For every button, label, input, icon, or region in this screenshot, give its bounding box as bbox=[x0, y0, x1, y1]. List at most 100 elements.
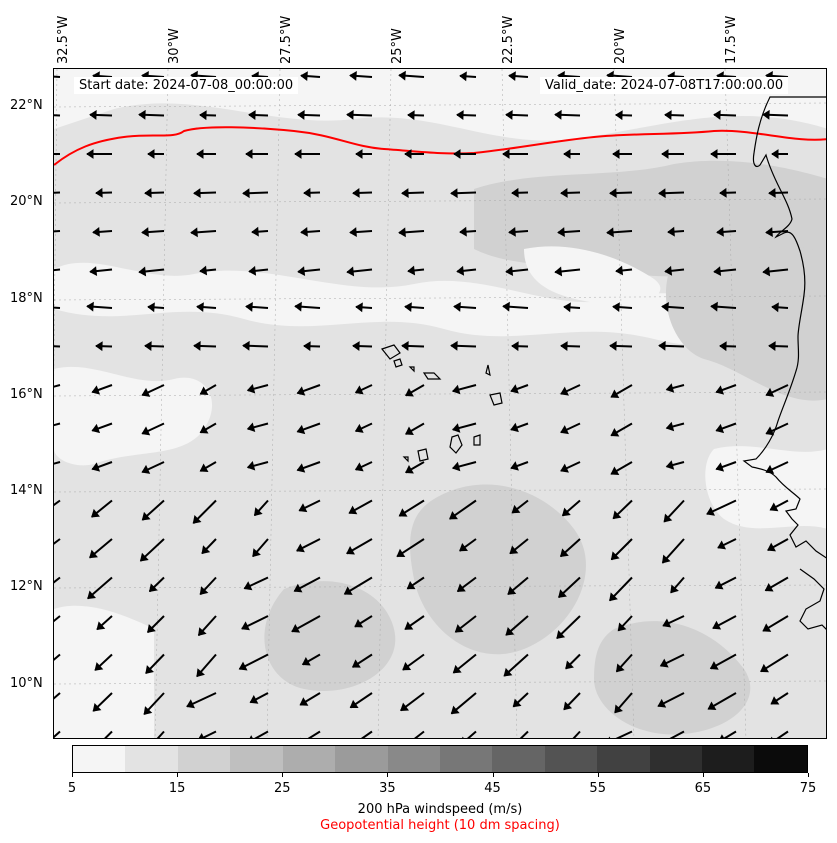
wind-arrow-head bbox=[508, 71, 516, 82]
wind-arrow-head bbox=[560, 548, 569, 558]
wind-arrow bbox=[360, 730, 373, 738]
wind-arrow-head bbox=[404, 302, 412, 313]
wind-arrow-head bbox=[246, 383, 256, 394]
wind-arrow-head bbox=[404, 149, 412, 159]
start-date-label: Start date: 2024-07-08_00:00:00 bbox=[74, 77, 299, 94]
wind-arrow bbox=[54, 75, 61, 78]
wind-arrow-head bbox=[94, 662, 104, 671]
wind-arrow-head bbox=[296, 463, 306, 473]
wind-arrow-head bbox=[558, 589, 567, 598]
wind-arrow-head bbox=[141, 227, 149, 238]
wind-arrow-head bbox=[717, 540, 727, 550]
wind-arrow-head bbox=[249, 694, 259, 704]
wind-arrow-head bbox=[765, 227, 773, 238]
wind-arrow-head bbox=[511, 187, 519, 198]
wind-arrow bbox=[615, 730, 633, 738]
lat-label-16n: 16°N bbox=[10, 387, 43, 402]
wind-arrow-head bbox=[346, 109, 354, 120]
cape-verde-islands bbox=[380, 344, 503, 463]
wind-arrow-head bbox=[291, 624, 301, 633]
wind-arrow-head bbox=[510, 422, 519, 433]
wind-arrow-head bbox=[96, 621, 106, 630]
wind-arrow bbox=[54, 345, 61, 348]
colorbar-label: 200 hPa windspeed (m/s) bbox=[357, 802, 523, 817]
wind-arrow-head bbox=[407, 110, 415, 121]
wind-map-panel bbox=[53, 68, 827, 739]
wind-arrow-head bbox=[141, 511, 151, 521]
wind-arrow-head bbox=[450, 705, 460, 715]
wind-arrow bbox=[54, 230, 61, 233]
wind-arrow-head bbox=[402, 661, 412, 671]
wind-arrow-head bbox=[706, 506, 715, 516]
wind-vectors bbox=[54, 70, 789, 738]
wind-arrow-head bbox=[560, 425, 569, 435]
wind-arrow-head bbox=[248, 110, 256, 120]
wind-arrow-head bbox=[201, 545, 211, 555]
colorbar-segment bbox=[702, 746, 755, 772]
geopotential-label: Geopotential height (10 dm spacing) bbox=[320, 818, 560, 833]
colorbar-segment bbox=[73, 746, 126, 772]
wind-arrow-head bbox=[715, 462, 725, 472]
lat-label-18n: 18°N bbox=[10, 291, 43, 306]
wind-arrow-head bbox=[554, 109, 562, 120]
wind-arrow bbox=[54, 384, 61, 388]
wind-arrow-head bbox=[349, 699, 359, 709]
wind-arrow-head bbox=[560, 386, 569, 396]
colorbar-tick-mark bbox=[72, 773, 73, 777]
colorbar-tick-mark bbox=[177, 773, 179, 777]
wind-arrow-head bbox=[512, 698, 522, 708]
wind-arrow bbox=[54, 653, 61, 661]
wind-arrow-head bbox=[355, 149, 363, 159]
wind-arrow bbox=[54, 191, 61, 194]
wind-arrow-head bbox=[657, 698, 667, 708]
wind-arrow-head bbox=[294, 301, 302, 312]
wind-arrow-head bbox=[148, 583, 158, 593]
wind-arrow-head bbox=[459, 71, 467, 82]
colorbar-segment bbox=[230, 746, 283, 772]
colorbar-tick-label: 75 bbox=[799, 781, 817, 796]
wind-arrow-head bbox=[509, 545, 519, 555]
wind-arrow bbox=[723, 730, 737, 738]
wind-arrow-head bbox=[404, 621, 414, 630]
wind-arrow-head bbox=[615, 265, 624, 276]
wind-arrow-head bbox=[92, 702, 102, 712]
wind-arrow-head bbox=[92, 226, 100, 237]
wind-arrow-head bbox=[762, 109, 770, 120]
wind-arrow-head bbox=[449, 511, 458, 520]
wind-arrow-head bbox=[401, 341, 409, 351]
wind-arrow-head bbox=[296, 424, 306, 435]
wind-arrow-head bbox=[610, 389, 620, 399]
wind-arrow-head bbox=[712, 620, 722, 630]
wind-arrow-head bbox=[355, 302, 363, 313]
wind-arrow-head bbox=[658, 188, 666, 199]
wind-arrow-head bbox=[715, 423, 725, 434]
wind-arrow-head bbox=[511, 341, 519, 352]
wind-arrow-head bbox=[138, 266, 147, 277]
colorbar-segment bbox=[439, 746, 493, 772]
wind-arrow-head bbox=[451, 461, 461, 472]
wind-arrow-head bbox=[352, 341, 360, 351]
wind-arrow-head bbox=[615, 110, 623, 121]
wind-arrow-head bbox=[713, 266, 722, 277]
wind-arrow-head bbox=[300, 226, 308, 237]
wind-arrow-head bbox=[398, 227, 406, 238]
colorbar-tick-mark bbox=[492, 773, 494, 777]
wind-arrow-head bbox=[243, 581, 253, 591]
lon-label-27-5w: 27.5°W bbox=[279, 15, 294, 64]
lat-label-22n: 22°N bbox=[10, 98, 43, 113]
colorbar bbox=[72, 745, 808, 773]
wind-arrow-head bbox=[769, 502, 779, 512]
wind-arrow-head bbox=[771, 736, 773, 738]
wind-arrow-head bbox=[771, 302, 779, 313]
colorbar-tick-mark bbox=[702, 773, 704, 777]
wind-arrow-head bbox=[254, 507, 263, 517]
wind-arrow-head bbox=[768, 341, 776, 351]
wind-arrow-head bbox=[505, 110, 513, 120]
wind-arrow-head bbox=[147, 624, 156, 633]
wind-arrow-head bbox=[199, 424, 209, 434]
wind-arrow-head bbox=[665, 383, 675, 393]
wind-arrow-head bbox=[298, 503, 308, 513]
wind-arrow-head bbox=[351, 659, 361, 668]
wind-arrow-head bbox=[720, 734, 725, 738]
wind-arrow-head bbox=[405, 464, 414, 474]
